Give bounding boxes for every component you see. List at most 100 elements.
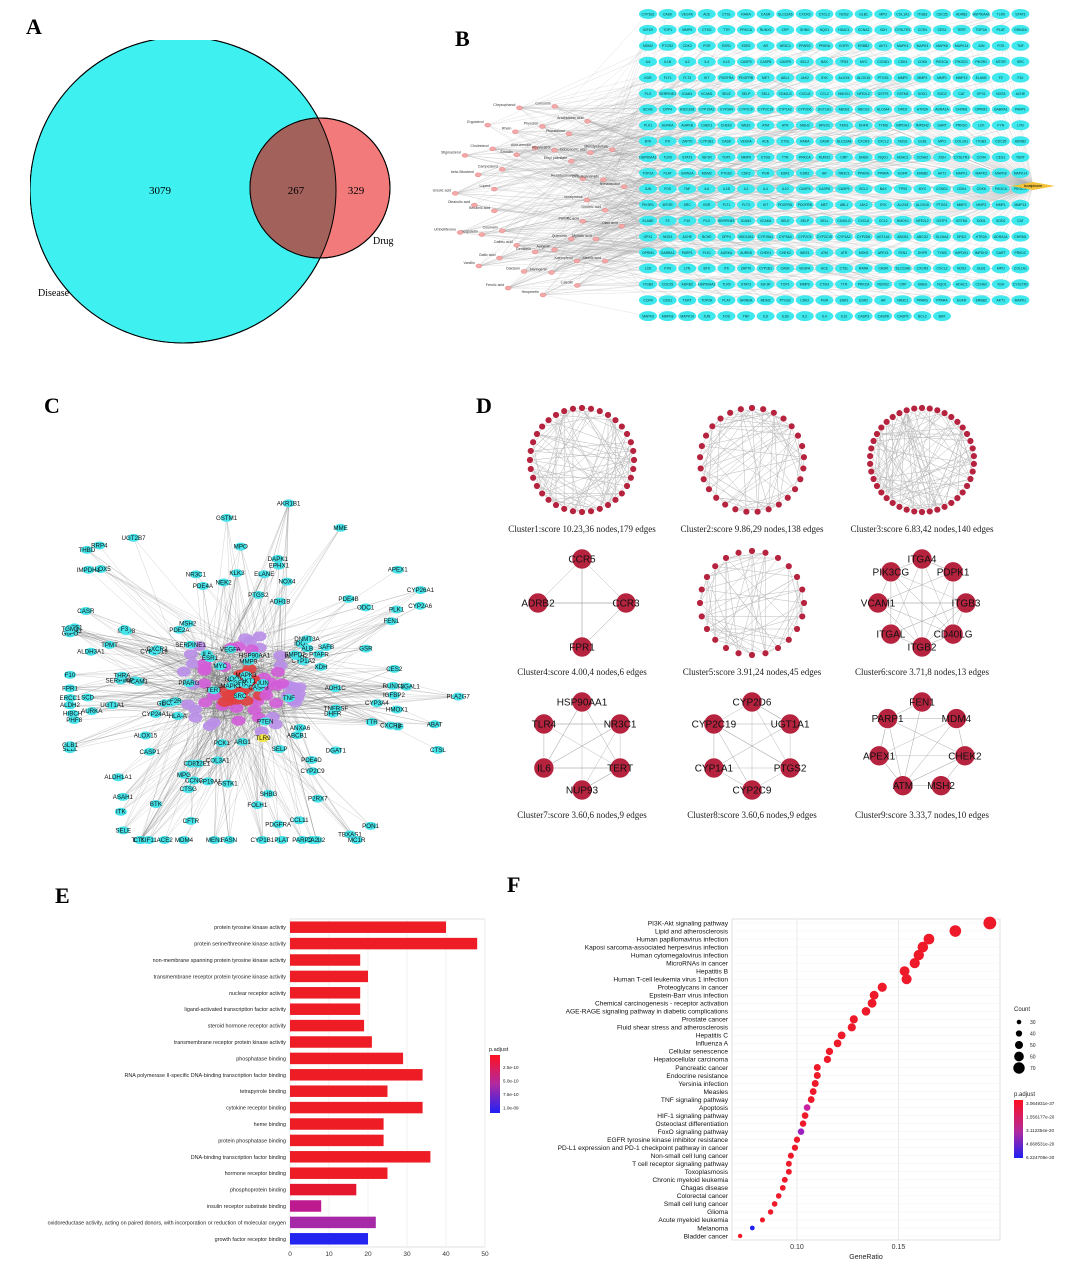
target-node: [874, 231, 893, 242]
pathway-label: Endocrine resistance: [666, 1073, 728, 1080]
target-label: DRD2: [898, 108, 907, 112]
panel-label-f: F: [507, 872, 521, 897]
target-node: [952, 247, 971, 258]
pathway-dot: [781, 1176, 788, 1183]
cluster-node: [761, 549, 770, 557]
target-node: [874, 152, 893, 163]
target-node: [1011, 120, 1030, 131]
target-label: PPARA: [878, 171, 890, 175]
compound-label: Rhein: [502, 127, 511, 131]
target-label: ESR2: [859, 299, 868, 303]
target-label: SHBG: [918, 283, 928, 287]
x-tick-label: 40: [442, 1251, 450, 1258]
target-node: [697, 104, 716, 115]
target-node: [972, 9, 991, 19]
target-label: SHBG: [859, 155, 869, 159]
target-label: ADRB2: [1015, 140, 1026, 144]
target-label: CAT: [1017, 219, 1024, 223]
cluster-node: [544, 416, 553, 424]
core-node: [259, 690, 274, 701]
target-node: [952, 104, 971, 115]
target-label: NQO1: [820, 28, 830, 32]
target-node: [835, 168, 853, 178]
core-node: [198, 697, 213, 708]
target-node: [933, 72, 951, 83]
ppi-node-label: AKT1: [240, 678, 256, 685]
target-node: [639, 295, 657, 306]
target-label: PPARG: [858, 171, 870, 175]
target-node: [952, 40, 971, 51]
target-label: SLC6A4: [877, 108, 890, 112]
target-label: SELP: [800, 219, 809, 223]
target-label: SELL: [820, 219, 828, 223]
target-label: CXCR3: [799, 12, 811, 16]
cluster-node: [787, 422, 796, 431]
core-node: [206, 717, 221, 728]
target-node: [933, 183, 951, 194]
target-label: BAX: [939, 314, 947, 318]
target-label: VCAM1: [760, 219, 772, 223]
target-node: [893, 199, 912, 210]
pathway-dot: [749, 1225, 755, 1231]
target-node: [913, 88, 932, 99]
target-label: CASP9: [780, 60, 791, 64]
target-node: [678, 72, 697, 83]
target-label: GPX1: [643, 235, 652, 239]
cluster-node: [868, 745, 890, 767]
pathway-label: Human T-cell leukemia virus 1 infection: [613, 976, 728, 983]
cluster-node: [793, 573, 801, 581]
target-node: [717, 136, 736, 147]
cluster-node: [538, 422, 546, 431]
go-term-label: phosphoprotein binding: [230, 1188, 286, 1194]
target-node: [991, 183, 1010, 194]
cluster-node-label: ITGA4: [908, 555, 937, 566]
ppi-node: [64, 625, 76, 634]
legend-tick: 7.5e-10: [503, 1092, 519, 1097]
target-label: PDGFRA: [778, 203, 793, 207]
ppi-node-label: ICAM1: [129, 679, 148, 686]
pathway-dot: [849, 1015, 858, 1024]
target-label: SOD1: [977, 219, 986, 223]
ppi-node-label: RUNX1: [382, 683, 404, 690]
ppi-node-label: PDE4D: [301, 757, 322, 764]
target-node: [1011, 247, 1030, 258]
ppi-node-label: CYP1B1: [251, 837, 275, 844]
ppi-node: [414, 586, 427, 595]
cluster-node: [910, 404, 918, 413]
target-label: BAX: [880, 187, 888, 191]
target-label: CASP3: [858, 314, 869, 318]
ppi-node: [370, 699, 383, 708]
target-node: [913, 168, 932, 178]
target-label: MMP9: [682, 28, 692, 32]
ppi-node-label: F3: [121, 626, 129, 633]
cluster-node-label: ITGB2: [908, 643, 937, 654]
compound-node: [568, 236, 575, 242]
cluster-node: [869, 437, 878, 445]
target-node: [795, 88, 814, 99]
pathway-label: Hepatitis B: [696, 968, 728, 975]
target-node: [874, 104, 893, 115]
ppi-node-label: MIF: [392, 723, 403, 730]
cluster-node-label: CD40LG: [934, 630, 973, 641]
cluster-node: [867, 444, 876, 453]
target-label: PLK1: [703, 251, 711, 255]
cluster-node: [609, 757, 631, 779]
ppi-node: [293, 816, 306, 825]
target-label: HDAC1: [897, 155, 909, 159]
target-label: GART: [996, 251, 1005, 255]
target-label: PARP1: [682, 251, 693, 255]
target-node: [991, 56, 1010, 67]
target-node: [737, 9, 755, 19]
cluster-node: [571, 779, 593, 801]
target-label: ALOX15: [857, 76, 870, 80]
target-label: ITGB3: [917, 12, 927, 16]
ppi-node-label: CYP3A4: [365, 700, 389, 707]
ppi-node-label: EGFR: [229, 680, 247, 687]
cluster-node-label: CYP2C9: [733, 786, 772, 797]
target-label: TOP1: [781, 283, 790, 287]
target-label: ABCB1: [838, 108, 849, 112]
ppi-node-label: MME: [333, 525, 347, 532]
ppi-node-label: CTSA: [133, 837, 150, 844]
target-node: [717, 56, 736, 67]
venn-disease-count: 3079: [149, 185, 172, 197]
